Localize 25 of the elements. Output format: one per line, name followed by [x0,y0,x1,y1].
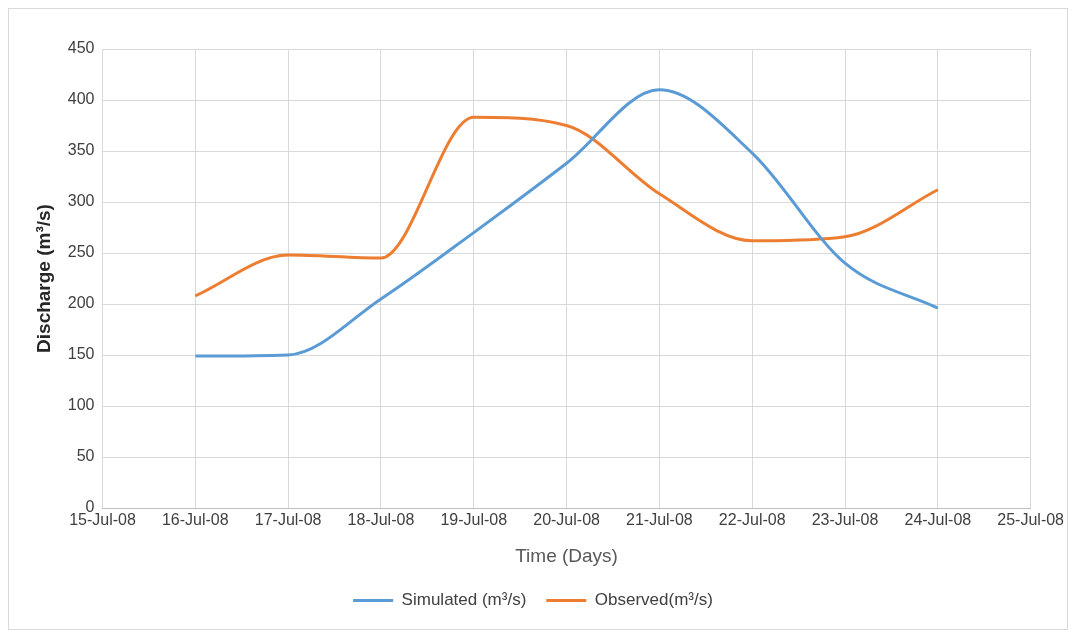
y-tick-label: 150 [67,345,95,363]
legend-label: Simulated (m³/s) [401,590,527,610]
x-tick-label: 17-Jul-08 [254,511,322,529]
y-tick-label: 450 [67,39,95,57]
x-axis-title: Time (Days) [515,544,618,566]
x-tick-label: 20-Jul-08 [533,511,601,529]
line-series [193,115,940,298]
x-tick-label: 22-Jul-08 [718,511,786,529]
x-tick-label: 18-Jul-08 [347,511,415,529]
x-tick-label: 25-Jul-08 [997,511,1065,529]
y-tick-label: 350 [67,141,95,159]
y-axis-title: Discharge (m³/s) [32,204,54,353]
y-tick-label: 400 [67,90,95,108]
legend-label: Observed(m³/s) [594,590,713,610]
x-tick-label: 21-Jul-08 [626,511,693,529]
x-tick-label: 19-Jul-08 [440,511,508,529]
y-tick-label: 100 [67,396,95,414]
x-tick-label: 24-Jul-08 [904,511,972,529]
y-tick-label: 200 [67,294,95,312]
y-tick-label: 300 [67,192,95,210]
x-tick-label: 23-Jul-08 [811,511,879,529]
line-series [193,88,940,358]
x-tick-label: 16-Jul-08 [161,511,229,529]
y-tick-label: 250 [67,243,95,261]
y-tick-label: 50 [76,447,95,465]
